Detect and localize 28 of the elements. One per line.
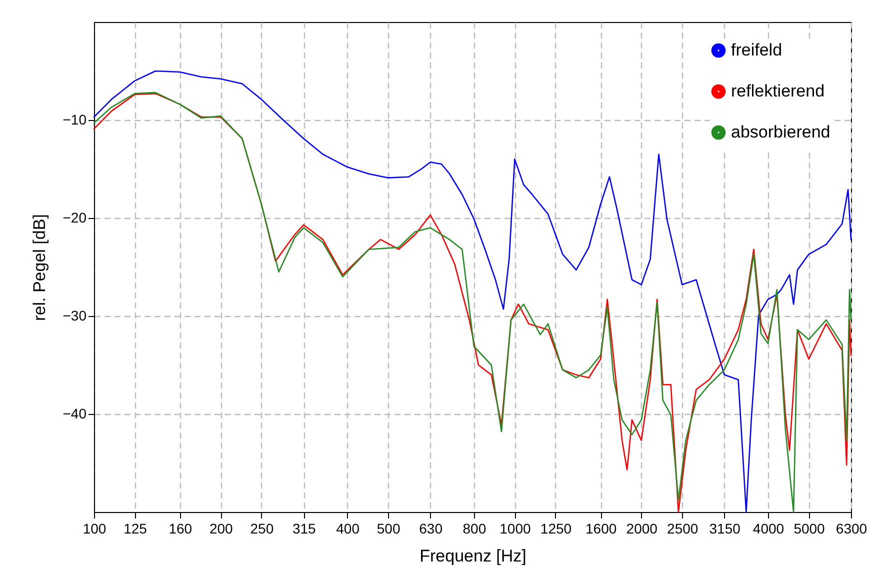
x-tick-label: 160 — [168, 520, 192, 536]
y-tick-label: −20 — [62, 210, 87, 226]
x-tick-label: 315 — [292, 520, 316, 536]
legend-label: absorbierend — [731, 122, 830, 142]
legend-label: reflektierend — [731, 82, 825, 100]
y-axis-title: rel. Pegel [dB] — [30, 214, 49, 321]
x-tick-label: 800 — [462, 520, 486, 536]
y-tick-label: −10 — [62, 112, 87, 128]
y-tick-label: −40 — [62, 406, 87, 422]
x-tick-label: 1000 — [500, 520, 531, 536]
x-tick-label: 200 — [209, 520, 234, 536]
x-tick-label: 4000 — [752, 520, 784, 536]
x-tick-label: 1250 — [540, 520, 572, 536]
x-tick-label: 400 — [336, 520, 360, 536]
x-tick-label: 2000 — [626, 520, 658, 536]
x-tick-label: 6300 — [836, 520, 868, 536]
x-axis-title: Frequenz [Hz] — [420, 546, 526, 566]
x-tick-label: 1600 — [586, 520, 617, 536]
x-tick-label: 2500 — [667, 520, 698, 536]
x-tick-label: 250 — [250, 520, 274, 536]
x-tick-label: 125 — [124, 520, 148, 536]
x-tick-label: 100 — [82, 520, 106, 536]
legend-label: freifeld — [731, 40, 782, 60]
x-tick-label: 3150 — [709, 520, 741, 536]
y-tick-label: −30 — [62, 308, 87, 324]
x-tick-label: 500 — [376, 520, 400, 536]
x-tick-label: 5000 — [794, 520, 826, 536]
x-tick-label: 630 — [419, 520, 443, 536]
